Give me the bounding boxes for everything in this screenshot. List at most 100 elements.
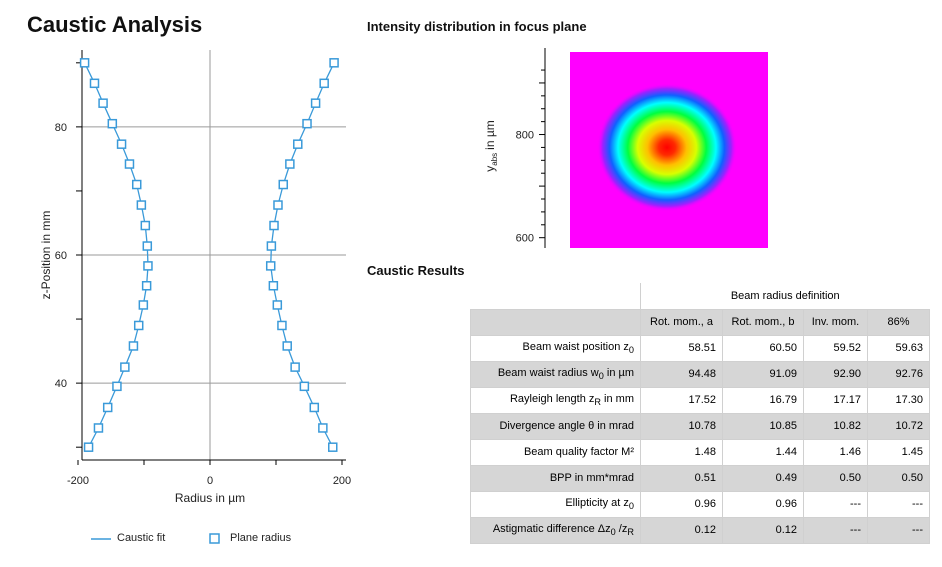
x-tick-label: -200 — [67, 475, 89, 487]
plane-radius-point — [299, 381, 310, 392]
plane-radius-point — [328, 442, 338, 452]
plane-radius-point — [98, 98, 108, 108]
table-row: Beam waist radius w0 in µm 94.48 91.09 92.9… — [470, 360, 930, 388]
plane-radius-point — [143, 261, 153, 271]
table-corner — [470, 283, 641, 309]
x-tick-label: 200 — [333, 475, 351, 487]
plane-radius-point — [140, 220, 151, 231]
heatmap-y-axis-label: yabs in µm — [483, 120, 499, 172]
column-header-blank — [470, 308, 641, 336]
table-cell: 92.90 — [803, 360, 868, 388]
table-cell: 17.17 — [803, 386, 868, 414]
row-label-text: Rayleigh length z — [509, 392, 595, 405]
row-label-text: Ellipticity at z — [565, 496, 629, 509]
plane-radius-point — [290, 362, 300, 372]
plane-radius-point — [89, 78, 100, 89]
plane-radius-point — [142, 241, 153, 251]
table-cell: 91.09 — [722, 360, 804, 388]
plane-radius-point — [269, 220, 279, 231]
table-cell: 60.50 — [722, 334, 804, 362]
row-label: Ellipticity at z0 — [470, 490, 641, 518]
table-row: Beam quality factor M² 1.48 1.44 1.46 1.45 — [470, 438, 930, 466]
table-cell: 10.85 — [722, 412, 804, 440]
caustic-axes — [76, 50, 346, 465]
table-cell: 58.51 — [640, 334, 723, 362]
plane-radius-point — [93, 423, 104, 433]
results-title: Caustic Results — [367, 263, 465, 278]
x-axis-label: Radius in µm — [175, 491, 245, 505]
column-header: Rot. mom., a — [640, 308, 723, 336]
table-cell: 59.52 — [803, 334, 868, 362]
plane-radius-point — [107, 118, 118, 129]
page-title: Caustic Analysis — [27, 12, 203, 37]
row-label-text: BPP in mm*mrad — [549, 472, 634, 484]
table-cell: --- — [867, 516, 930, 544]
legend-fit-swatch — [91, 538, 111, 540]
table-row: Divergence angle θ in mrad 10.78 10.85 10.8… — [470, 412, 930, 440]
plane-radius-point — [302, 118, 312, 129]
caustic-ticks: 40 60 80 -200 0 200 — [55, 122, 351, 487]
row-label-suffix: in mm — [601, 392, 634, 405]
table-cell: 16.79 — [722, 386, 804, 414]
row-label: Beam waist position z0 — [470, 334, 641, 362]
table-cell: 0.49 — [722, 464, 804, 492]
row-label: Rayleigh length zR in mm — [470, 386, 641, 414]
plane-radius-point — [310, 98, 321, 108]
column-header: 86% — [867, 308, 930, 336]
legend-fit-label: Caustic fit — [117, 532, 166, 544]
plane-radius-point — [112, 381, 122, 392]
row-label: Beam quality factor M² — [470, 438, 641, 466]
plane-radius-point — [116, 139, 127, 149]
table-row: Ellipticity at z0 0.96 0.96 --- --- — [470, 490, 930, 518]
focus-plane-title: Intensity distribution in focus plane — [367, 19, 587, 34]
row-label: Beam waist radius w0 in µm — [470, 360, 641, 388]
table-cell: 0.12 — [722, 516, 804, 544]
plane-radius-point — [141, 281, 152, 291]
table-cell: 92.76 — [867, 360, 930, 388]
plane-radius-point — [277, 320, 287, 331]
table-cell: 1.44 — [722, 438, 804, 466]
table-row: Rayleigh length zR in mm 17.52 16.79 17.17 1… — [470, 386, 930, 414]
y-tick-label: 60 — [55, 250, 67, 262]
table-cell: 1.48 — [640, 438, 723, 466]
plane-radius-point — [124, 159, 135, 169]
x-tick-label: 0 — [207, 475, 213, 487]
plane-radius-point — [265, 261, 276, 271]
table-cell: 94.48 — [640, 360, 723, 388]
plane-radius-point — [293, 139, 303, 149]
row-label-subscript: 0 — [628, 501, 634, 512]
plane-radius-point — [266, 241, 277, 251]
heatmap-y-label-main: y — [483, 166, 497, 172]
plane-radius-point — [131, 179, 142, 190]
plane-radius-point — [285, 159, 295, 169]
row-label-suffix: in µm — [603, 366, 634, 379]
heatmap-y-tick-label: 600 — [516, 233, 534, 245]
plane-radius-point — [272, 300, 283, 310]
table-cell: 0.50 — [867, 464, 930, 492]
table-cell: --- — [803, 516, 868, 544]
plane-radius-point — [79, 58, 90, 68]
plane-radius-point — [120, 362, 130, 372]
caustic-results-table: Beam radius definition Rot. mom., a Rot.… — [470, 283, 930, 544]
row-label-subscript: 0 — [598, 371, 604, 382]
table-cell: 0.96 — [722, 490, 804, 518]
plane-radius-point — [282, 341, 292, 351]
row-label: Astigmatic difference Δz0 /zR — [470, 516, 641, 544]
row-label-subscript: 0 — [628, 345, 634, 356]
row-label-subscript: 0 — [610, 527, 616, 538]
table-cell: 0.96 — [640, 490, 723, 518]
row-label-text: Beam quality factor M² — [523, 446, 634, 458]
plane-radius-point — [273, 200, 283, 210]
plane-radius-point — [319, 78, 329, 89]
table-cell: --- — [803, 490, 868, 518]
plane-radius-point — [268, 281, 279, 291]
column-header: Inv. mom. — [803, 308, 868, 336]
table-cell: 10.72 — [867, 412, 930, 440]
table-row: Beam waist position z0 58.51 60.50 59.52 59.… — [470, 334, 930, 362]
table-row: Astigmatic difference Δz0 /zR 0.12 0.12 ---… — [470, 516, 930, 544]
table-row: BPP in mm*mrad 0.51 0.49 0.50 0.50 — [470, 464, 930, 492]
beam-spot — [597, 83, 737, 212]
column-header: Rot. mom., b — [722, 308, 804, 336]
plane-radius-point — [133, 320, 144, 331]
caustic-chart: 40 60 80 -200 0 200 Radius in µm z-Position i… — [39, 50, 351, 505]
